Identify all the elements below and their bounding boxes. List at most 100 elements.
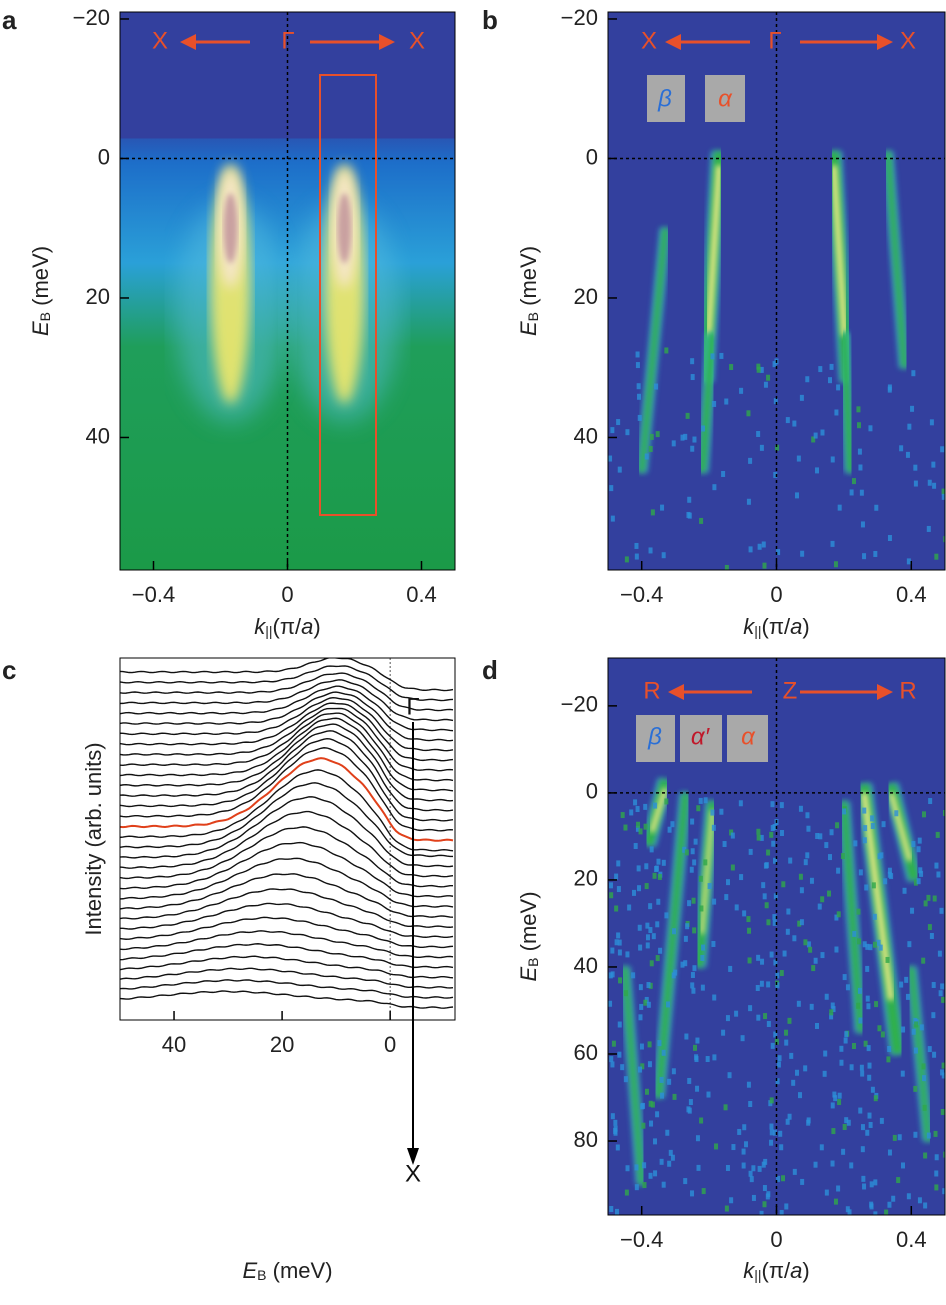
label-box [636,715,675,762]
noise [887,535,892,542]
noise [830,1002,835,1009]
y-tick-label: 0 [586,779,598,804]
label-part: (meV) [28,246,53,312]
noise [774,1038,779,1045]
noise [759,1210,764,1215]
noise [617,939,622,946]
noise [719,808,724,815]
noise [939,907,944,914]
label-part: (π/ [273,614,303,639]
noise [796,455,801,462]
noise [759,366,764,373]
noise [940,1069,945,1076]
noise [617,949,622,956]
noise [618,977,623,984]
noise [625,429,630,436]
noise [616,419,621,426]
noise [842,808,847,815]
edc-curve [120,723,454,802]
noise [923,900,928,907]
edc-curve [120,747,454,832]
noise [693,1044,698,1051]
edc-curve [120,730,454,812]
noise [625,951,630,958]
noise [822,1070,827,1077]
noise [696,1164,701,1171]
noise [649,846,654,853]
annotation: Γ [406,693,419,720]
noise [787,1113,792,1120]
noise [864,884,869,891]
noise [917,837,922,844]
annotation: Γ [768,27,781,54]
noise [926,1132,931,1139]
x-tick-label: 0.4 [896,1227,927,1252]
noise [655,1111,660,1118]
arrow-head [407,1148,419,1165]
y-tick-label: −20 [73,5,110,30]
noise [685,923,690,930]
noise [932,482,937,489]
x-tick-label: 0 [770,1227,782,1252]
noise [690,982,695,989]
noise [858,464,863,471]
noise [624,1189,629,1196]
noise [761,882,766,889]
noise [710,809,715,816]
band [840,332,855,473]
noise [819,1144,824,1151]
noise [845,1206,850,1213]
noise [863,825,868,832]
noise [667,826,672,833]
noise [631,889,636,896]
noise [655,431,660,438]
noise [741,1148,746,1155]
noise [779,802,784,809]
noise [932,895,937,902]
noise [842,1123,847,1130]
noise [867,1074,872,1081]
noise [623,824,628,831]
noise [698,797,703,804]
noise [728,965,733,972]
x-tick-label: −0.4 [132,582,175,607]
noise [828,377,833,384]
noise [687,900,692,907]
noise [851,478,856,485]
noise [738,800,743,807]
noise [642,1162,647,1169]
noise [648,445,653,452]
noise [867,1112,872,1119]
noise [879,852,884,859]
noise [779,1144,784,1151]
noise [844,1031,849,1038]
noise [703,797,708,804]
noise [624,556,629,563]
noise [775,982,780,989]
noise [721,470,726,477]
noise [617,1051,622,1058]
noise [833,561,838,568]
noise [811,436,816,443]
noise [634,542,639,549]
noise [809,1003,814,1010]
noise [815,1022,820,1029]
y-tick-label: 40 [574,953,598,978]
band [638,227,669,473]
noise [830,456,835,463]
noise [910,907,915,914]
noise [906,1193,911,1200]
annotation: X [641,27,657,54]
noise [907,423,912,430]
noise [818,833,823,840]
noise [643,803,648,810]
noise [847,1209,852,1215]
noise [934,1154,939,1161]
noise [766,981,771,988]
noise [648,903,653,910]
noise [739,874,744,881]
noise [700,954,705,961]
noise [851,1043,856,1050]
edc-curve [120,702,454,762]
noise [608,455,613,462]
